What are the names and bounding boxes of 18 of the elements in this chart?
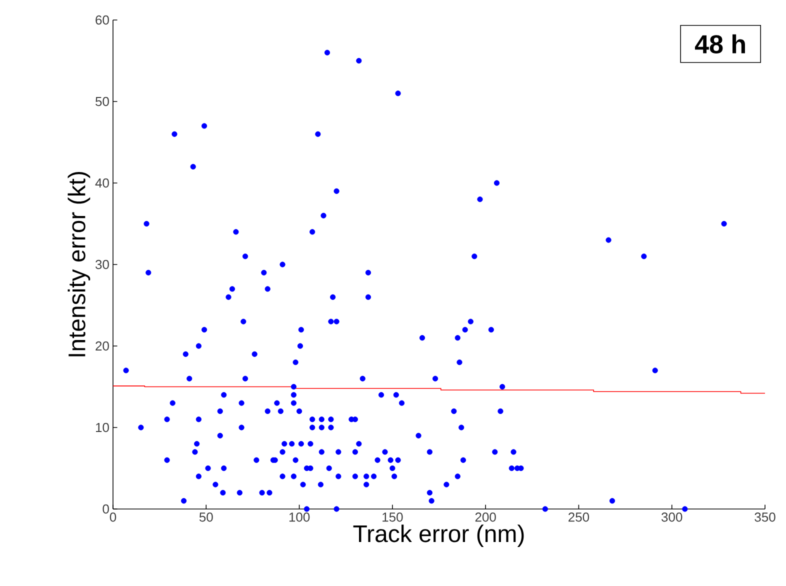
x-tick-label: 100 xyxy=(289,512,310,522)
y-tick-label: 0 xyxy=(102,504,109,514)
y-tick-label: 30 xyxy=(96,260,109,270)
x-tick-label: 300 xyxy=(662,512,682,522)
x-tick-label: 50 xyxy=(199,512,213,522)
y-tick-label: 60 xyxy=(96,15,109,25)
y-tick-label: 40 xyxy=(95,178,109,188)
x-tick-label: 250 xyxy=(568,512,590,522)
y-tick-label: 10 xyxy=(96,422,109,432)
x-tick-label: 200 xyxy=(475,512,496,522)
x-tick-label: 0 xyxy=(110,512,116,522)
x-tick-label: 350 xyxy=(754,512,776,522)
y-tick-label: 20 xyxy=(96,341,109,351)
annotation: 48 h xyxy=(694,34,745,54)
y-axis-title: Intensity error (kt) xyxy=(68,172,90,356)
x-axis-title: Track error (nm) xyxy=(353,524,524,547)
x-tick-label: 150 xyxy=(382,512,403,522)
y-tick-label: 50 xyxy=(96,96,109,106)
